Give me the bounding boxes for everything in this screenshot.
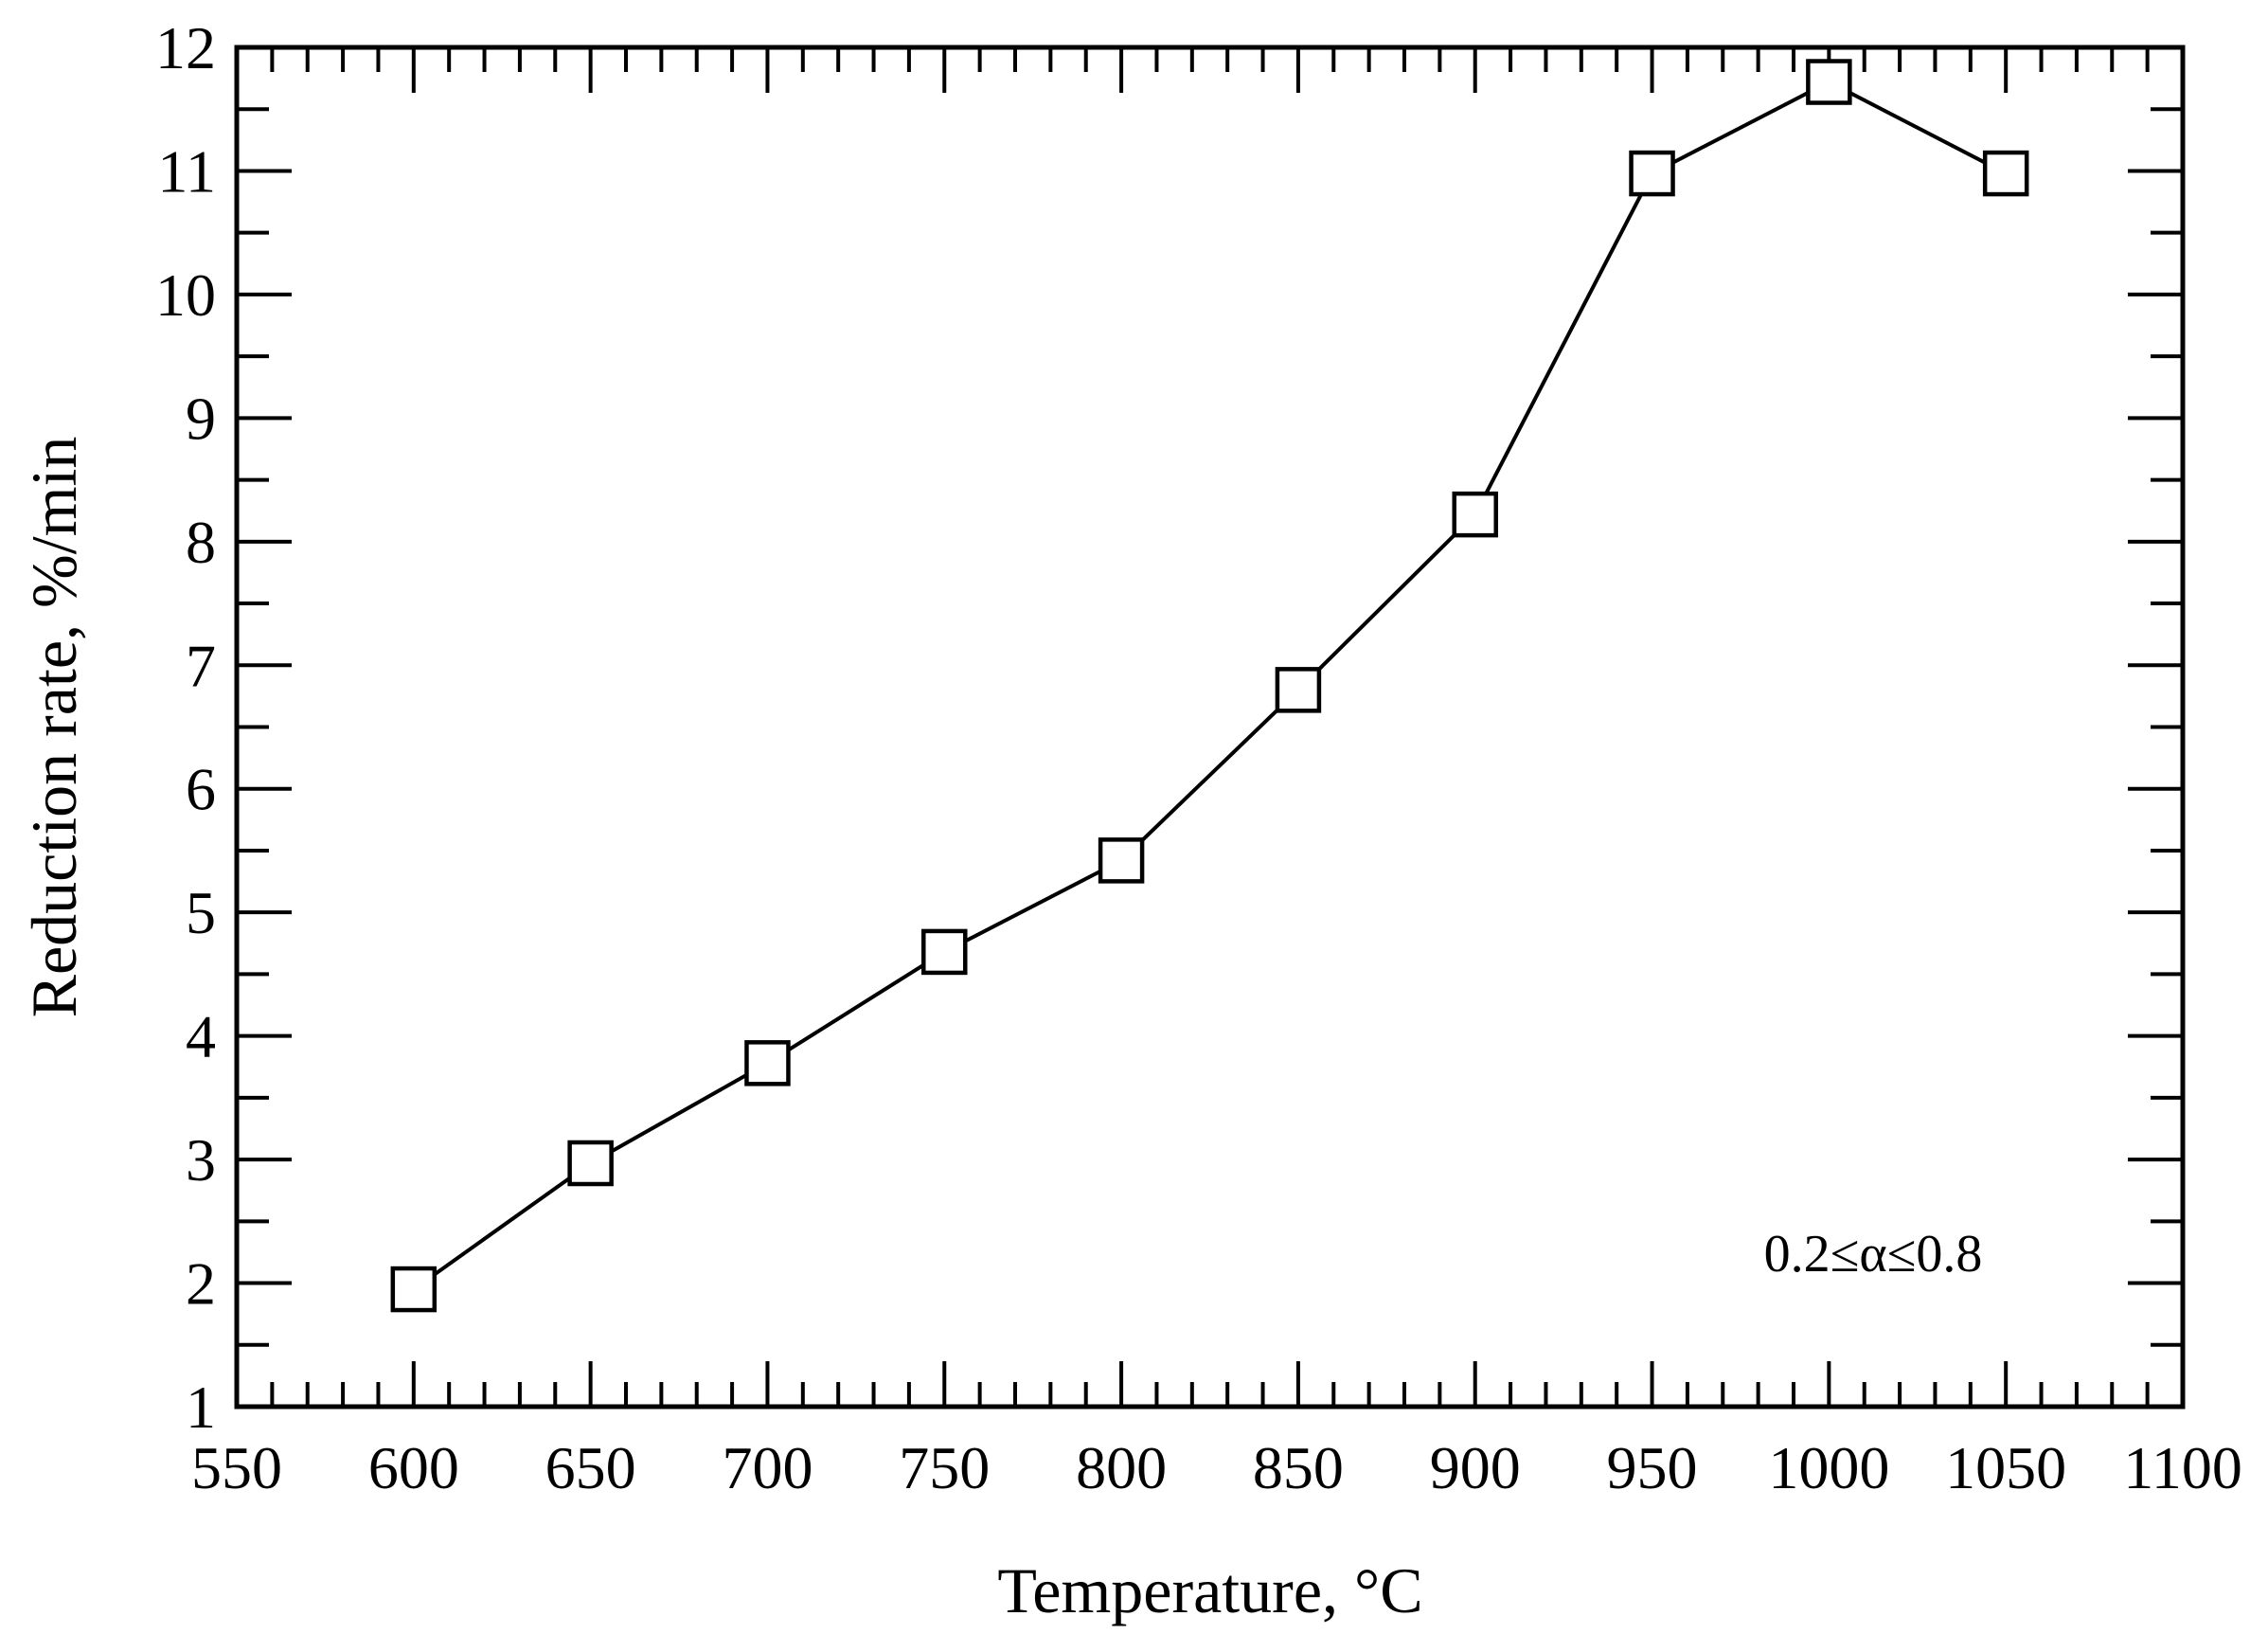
x-tick-label: 900 [1430, 1434, 1521, 1501]
x-tick-labels: 550 600 650 700 750 800 850 900 950 1000 1050 1100 [191, 1434, 2242, 1501]
x-tick-label: 550 [191, 1434, 282, 1501]
series-markers [390, 59, 2029, 1313]
data-point [567, 1140, 614, 1187]
x-tick-label: 950 [1607, 1434, 1698, 1501]
data-point [921, 928, 968, 976]
y-tick-label: 7 [186, 632, 216, 699]
y-tick-label: 3 [186, 1126, 216, 1194]
y-tick-label: 5 [186, 879, 216, 946]
y-tick-label: 10 [155, 261, 216, 329]
data-point [1629, 150, 1675, 197]
x-tick-label: 1000 [1768, 1434, 1889, 1501]
data-point [1452, 491, 1498, 538]
x-tick-label: 1050 [1945, 1434, 2066, 1501]
major-ticks [237, 47, 2183, 1407]
y-axis-label: Reduction rate, %/min [18, 437, 90, 1018]
series-line [412, 80, 2008, 1291]
x-tick-label: 650 [545, 1434, 636, 1501]
x-tick-label: 800 [1076, 1434, 1167, 1501]
y-tick-label: 1 [186, 1374, 216, 1441]
x-axis-label: Temperature, °C [997, 1554, 1422, 1626]
range-annotation: 0.2≤α≤0.8 [1764, 1225, 1983, 1284]
x-tick-label: 700 [722, 1434, 813, 1501]
y-tick-label: 4 [186, 1003, 216, 1070]
y-tick-label: 6 [186, 756, 216, 823]
data-point [1806, 59, 1852, 105]
x-tick-label: 850 [1253, 1434, 1344, 1501]
y-tick-label: 8 [186, 509, 216, 576]
y-tick-label: 2 [186, 1250, 216, 1318]
data-point [744, 1040, 791, 1086]
data-point [1982, 150, 2029, 197]
data-point [390, 1266, 438, 1313]
x-tick-label: 750 [899, 1434, 990, 1501]
data-point [1275, 667, 1322, 713]
x-tick-label: 1100 [2123, 1434, 2242, 1501]
x-tick-label: 600 [368, 1434, 459, 1501]
minor-ticks [237, 47, 2183, 1407]
y-tick-label: 11 [157, 137, 216, 205]
data-point [1098, 837, 1145, 884]
y-tick-label: 12 [155, 14, 216, 81]
plot-frame [234, 45, 2186, 1410]
y-tick-label: 9 [186, 385, 216, 452]
